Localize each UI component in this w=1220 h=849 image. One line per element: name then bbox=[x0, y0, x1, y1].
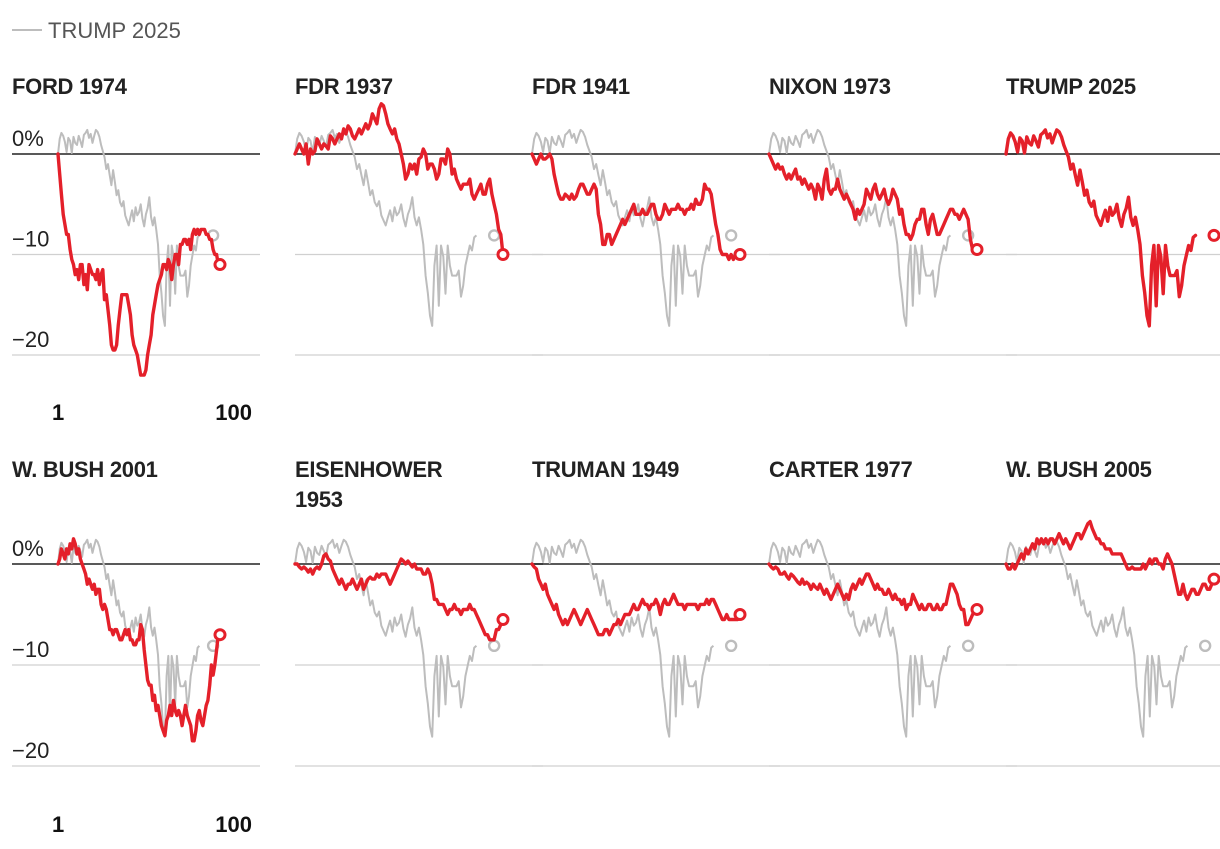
series-line bbox=[767, 562, 979, 627]
reference-series-end-marker bbox=[961, 639, 975, 653]
reference-series-end-marker bbox=[487, 639, 501, 653]
series-line bbox=[1004, 519, 1216, 602]
panel-title: FDR 1937 bbox=[295, 74, 393, 99]
panel-title: W. BUSH 2001 bbox=[12, 457, 158, 482]
series-end-marker bbox=[970, 242, 984, 256]
series-line bbox=[56, 537, 222, 743]
x-tick-label: 100 bbox=[215, 400, 252, 425]
panel-title: TRUMP 2025 bbox=[1006, 74, 1136, 99]
reference-series-end-marker bbox=[724, 229, 738, 242]
panel-title: FDR 1941 bbox=[532, 74, 630, 99]
panel-title: NIXON 1973 bbox=[769, 74, 891, 99]
panel-carter-1977: CARTER 1977 bbox=[767, 457, 1017, 767]
series-line bbox=[1004, 128, 1198, 328]
legend-label: TRUMP 2025 bbox=[48, 18, 181, 43]
reference-series-end-marker bbox=[724, 639, 738, 653]
reference-series-line bbox=[531, 538, 715, 738]
reference-series-line bbox=[1005, 538, 1189, 738]
reference-series-end-marker bbox=[1198, 639, 1212, 653]
series-end-marker bbox=[1207, 572, 1220, 586]
panel-nixon-1973: NIXON 1973 bbox=[767, 74, 1017, 356]
series-end-marker bbox=[733, 248, 747, 261]
series-line bbox=[530, 562, 742, 637]
y-tick-label: 0% bbox=[12, 536, 44, 561]
series-line bbox=[293, 102, 505, 257]
y-tick-label: −20 bbox=[12, 738, 49, 763]
series-end-marker bbox=[496, 613, 510, 627]
panel-title: CARTER 1977 bbox=[769, 457, 912, 482]
y-tick-label: 0% bbox=[12, 126, 44, 151]
panel-trump-2025: TRUMP 2025 bbox=[1004, 74, 1220, 356]
panel-title: W. BUSH 2005 bbox=[1006, 457, 1152, 482]
series-end-marker bbox=[733, 608, 747, 621]
series-end-marker bbox=[970, 602, 984, 616]
x-tick-label: 1 bbox=[52, 812, 64, 837]
panel-fdr-1937: FDR 1937 bbox=[293, 74, 543, 356]
y-tick-label: −10 bbox=[12, 227, 49, 252]
y-tick-label: −20 bbox=[12, 327, 49, 352]
series-line bbox=[56, 152, 222, 377]
panel-fdr-1941: FDR 1941 bbox=[530, 74, 780, 356]
series-end-marker bbox=[1207, 228, 1220, 242]
reference-series-line bbox=[531, 128, 715, 327]
panels: FORD 1974 0% −10 −20 1 100 FDR 1937 FDR 1941 NIX… bbox=[12, 74, 1220, 837]
panel-title-line: EISENHOWER bbox=[295, 457, 443, 482]
panel-title: TRUMAN 1949 bbox=[532, 457, 679, 482]
series-end-marker bbox=[496, 248, 510, 261]
x-tick-label: 1 bbox=[52, 400, 64, 425]
panel-eisenhower-1953: EISENHOWER 1953 bbox=[293, 457, 543, 767]
reference-series-line bbox=[768, 538, 952, 738]
panel-title: EISENHOWER 1953 bbox=[295, 457, 443, 512]
series-line bbox=[293, 552, 505, 642]
series-line bbox=[530, 152, 742, 262]
x-tick-label: 100 bbox=[215, 812, 252, 837]
reference-series-line bbox=[294, 538, 478, 738]
panel-title: FORD 1974 bbox=[12, 74, 128, 99]
y-tick-label: −10 bbox=[12, 637, 49, 662]
panel-title-line: 1953 bbox=[295, 487, 343, 512]
series-end-marker bbox=[213, 258, 227, 272]
legend: TRUMP 2025 bbox=[12, 18, 181, 43]
reference-series-end-marker bbox=[487, 229, 501, 242]
series-line bbox=[767, 152, 979, 252]
series-end-marker bbox=[213, 628, 227, 642]
panel-w-bush-2001: W. BUSH 2001 0% −10 −20 1 100 bbox=[12, 457, 260, 837]
reference-series-line bbox=[768, 128, 952, 327]
panel-w-bush-2005: W. BUSH 2005 bbox=[1004, 457, 1220, 767]
panel-ford-1974: FORD 1974 0% −10 −20 1 100 bbox=[12, 74, 260, 425]
reference-series-line bbox=[57, 128, 201, 327]
panel-truman-1949: TRUMAN 1949 bbox=[530, 457, 780, 767]
